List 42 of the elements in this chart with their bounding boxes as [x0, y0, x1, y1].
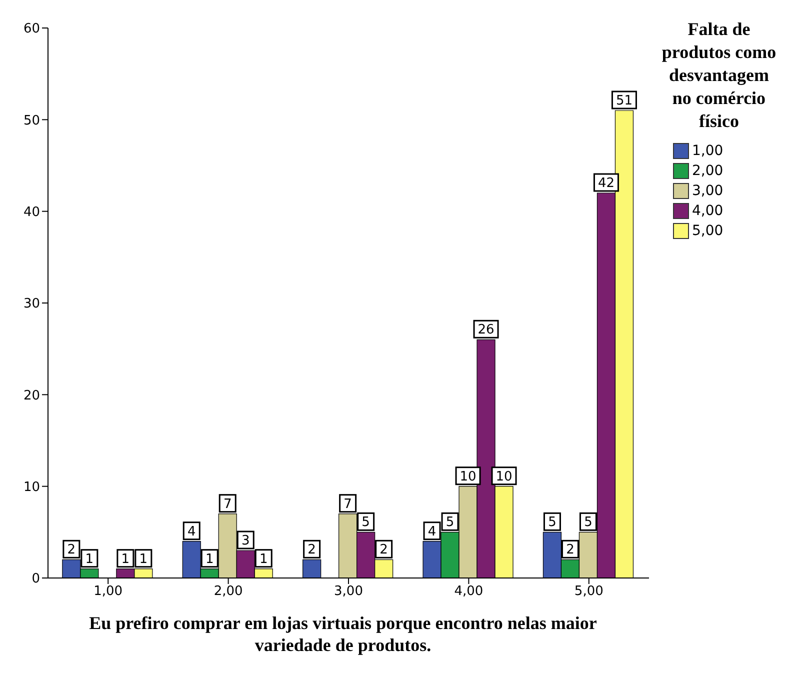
y-tick-label: 0 [32, 572, 40, 587]
data-label: 1 [259, 552, 268, 567]
legend-label: 3,00 [692, 183, 724, 199]
x-tick-label: 4,00 [454, 584, 484, 600]
x-axis-title: Eu prefiro comprar em lojas virtuais porque encontro nelas maior variedade de produtos. [88, 612, 598, 656]
y-tick-label: 30 [23, 296, 40, 312]
data-label: 2 [308, 542, 316, 558]
data-label: 10 [496, 469, 512, 484]
data-label: 4 [187, 524, 196, 540]
y-tick-label: 60 [23, 22, 40, 37]
data-label: 1 [121, 552, 130, 567]
data-label: 1 [205, 552, 214, 567]
x-tick-label: 2,00 [214, 584, 243, 600]
data-label: 10 [460, 469, 476, 484]
legend-label: 5,00 [692, 223, 724, 239]
data-label: 5 [446, 515, 454, 530]
data-label: 1 [139, 552, 148, 567]
x-tick-label: 5,00 [574, 584, 604, 600]
data-label: 4 [428, 524, 436, 540]
y-tick-label: 50 [23, 113, 40, 128]
data-label: 1 [85, 552, 94, 567]
data-label: 7 [223, 496, 232, 512]
data-label: 5 [548, 515, 556, 530]
data-label: 5 [362, 515, 370, 530]
y-tick-label: 20 [23, 388, 40, 404]
x-tick-label: 1,00 [94, 584, 123, 600]
data-label: 3 [241, 534, 250, 548]
data-label: 26 [478, 322, 494, 338]
legend-title: Falta de produtos como desvantagem no comércio físico [660, 18, 778, 133]
data-label: 42 [598, 176, 614, 191]
data-label: 2 [67, 542, 76, 558]
x-tick-label: 3,00 [334, 584, 363, 600]
data-label: 2 [566, 542, 574, 558]
data-label: 7 [344, 496, 352, 512]
y-tick-label: 10 [23, 480, 40, 495]
data-label: 5 [584, 515, 592, 530]
legend-label: 2,00 [692, 163, 724, 179]
legend-label: 4,00 [692, 203, 724, 219]
legend-label: 1,00 [692, 143, 724, 159]
y-tick-label: 40 [23, 204, 40, 220]
data-label: 2 [380, 542, 388, 558]
data-label: 51 [616, 94, 632, 108]
